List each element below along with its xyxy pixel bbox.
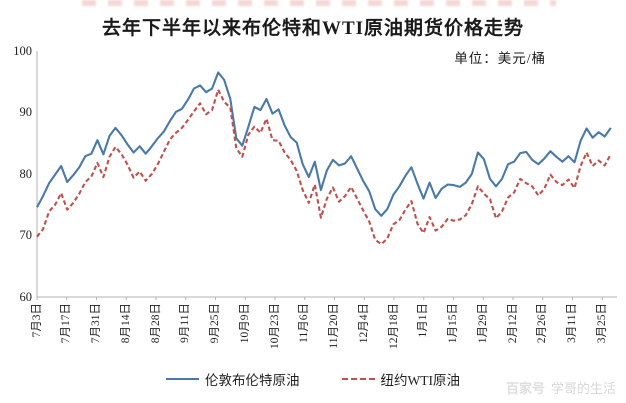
x-axis-tick-label: 11月20日 xyxy=(328,303,340,349)
legend: 伦敦布伦特原油 纽约WTI原油 xyxy=(0,369,626,389)
legend-label-wti: 纽约WTI原油 xyxy=(380,373,460,388)
x-axis-tick-label: 11月6日 xyxy=(298,303,311,343)
x-axis-tick-label: 3月11日 xyxy=(566,303,578,343)
chart-title: 去年下半年以来布伦特和WTI原油期货价格走势 xyxy=(101,18,525,39)
watermark-author: 学哥的生活 xyxy=(550,381,616,396)
x-axis-tick-label: 9月25日 xyxy=(209,303,221,344)
x-axis-tick-label: 8月28日 xyxy=(149,303,162,344)
x-axis-tick-label: 1月1日 xyxy=(417,303,430,338)
x-axis-tick-label: 2月26日 xyxy=(536,303,549,344)
x-axis-tick-label: 7月17日 xyxy=(60,303,73,344)
x-axis-tick-label: 7月31日 xyxy=(90,303,102,344)
x-axis-tick-label: 1月15日 xyxy=(447,303,459,344)
watermark: 百家号 学哥的生活 xyxy=(506,378,616,397)
x-axis-tick-label: 10月23日 xyxy=(268,303,281,349)
baijiahao-logo-icon: 百家号 xyxy=(505,381,545,396)
unit-label: 单位：美元/桶 xyxy=(454,51,546,66)
x-axis-tick-label: 8月14日 xyxy=(119,303,132,344)
legend-label-brent: 伦敦布伦特原油 xyxy=(205,373,300,388)
x-axis-tick-label: 12月18日 xyxy=(387,303,400,349)
wti-line-swatch xyxy=(341,378,375,380)
y-axis-tick-label: 60 xyxy=(19,289,33,304)
x-axis-tick-label: 2月12日 xyxy=(506,303,519,344)
x-axis-tick-label: 9月11日 xyxy=(179,303,192,343)
cropped-text-artifact xyxy=(82,0,556,6)
x-axis-tick-label: 3月25日 xyxy=(595,303,608,344)
x-axis-tick-label: 10月9日 xyxy=(238,303,251,344)
legend-item-wti: 纽约WTI原油 xyxy=(341,369,460,389)
brent-line-swatch xyxy=(166,378,199,380)
x-axis-tick-label: 7月3日 xyxy=(30,303,43,338)
x-axis-tick-label: 1月29日 xyxy=(476,303,489,344)
legend-item-brent: 伦敦布伦特原油 xyxy=(166,369,300,389)
y-axis-tick-label: 100 xyxy=(13,43,32,58)
y-axis-tick-label: 90 xyxy=(19,105,33,119)
x-axis-tick-label: 12月4日 xyxy=(357,303,370,344)
y-axis-tick-label: 70 xyxy=(19,228,33,242)
y-axis-tick-label: 80 xyxy=(19,166,33,181)
